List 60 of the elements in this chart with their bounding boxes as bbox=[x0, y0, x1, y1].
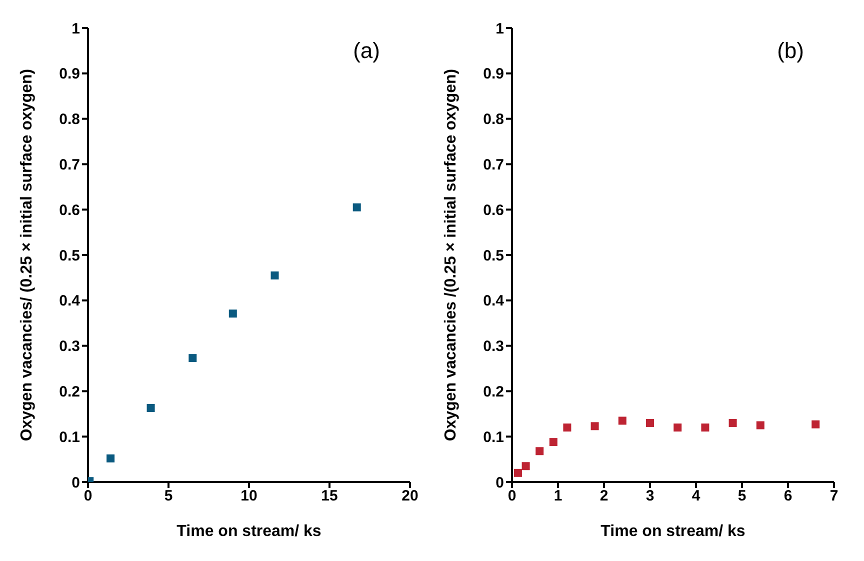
y-tick-label: 0.9 bbox=[59, 66, 80, 83]
y-tick-label: 0.6 bbox=[483, 202, 504, 219]
y-tick-label: 1 bbox=[496, 20, 504, 38]
y-tick-label: 0.5 bbox=[59, 247, 80, 264]
annotation: (b) bbox=[777, 38, 804, 63]
y-tick-label: 0.6 bbox=[59, 202, 80, 219]
point bbox=[106, 454, 115, 462]
x-tick-label: 7 bbox=[830, 488, 838, 505]
x-tick-label: 10 bbox=[240, 488, 258, 505]
y-tick-label: 0.7 bbox=[483, 156, 504, 174]
x-tick-label: 4 bbox=[692, 488, 701, 505]
x-tick-label: 3 bbox=[646, 488, 654, 505]
y-axis-title: Oxygen vacancies /(0.25 × initial surface oxygen) bbox=[442, 68, 460, 442]
annotation: (a) bbox=[353, 38, 380, 63]
x-tick-label: 2 bbox=[600, 488, 608, 505]
point bbox=[146, 404, 155, 412]
point bbox=[590, 422, 599, 430]
point bbox=[228, 310, 237, 318]
y-tick-label: 0.4 bbox=[59, 292, 81, 310]
x-tick-label: 15 bbox=[321, 488, 338, 505]
x-axis-title: Time on stream/ ks bbox=[176, 523, 322, 540]
point bbox=[536, 447, 544, 456]
y-tick-label: 0.7 bbox=[59, 156, 80, 174]
x-tick-label: 20 bbox=[402, 488, 418, 505]
y-tick-label: 0.2 bbox=[59, 384, 80, 401]
point bbox=[270, 271, 279, 280]
y-tick-label: 0.9 bbox=[483, 66, 504, 83]
y-tick-label: 0.1 bbox=[59, 428, 80, 446]
point bbox=[618, 416, 626, 425]
point bbox=[563, 424, 572, 432]
x-axis-title: Time on stream/ ks bbox=[600, 523, 746, 540]
x-tick-label: 1 bbox=[554, 488, 562, 505]
x-tick-label: 5 bbox=[164, 488, 173, 505]
y-tick-label: 0 bbox=[496, 474, 504, 492]
y-tick-label: 0.8 bbox=[59, 111, 80, 128]
y-tick-label: 0.8 bbox=[483, 111, 504, 128]
point bbox=[701, 424, 710, 432]
x-tick-label: 0 bbox=[84, 488, 92, 505]
point bbox=[812, 420, 820, 428]
point bbox=[646, 418, 654, 427]
y-tick-label: 0.1 bbox=[483, 428, 504, 446]
x-tick-label: 0 bbox=[508, 488, 516, 505]
y-tick-label: 0 bbox=[72, 474, 80, 492]
point bbox=[756, 421, 764, 430]
point bbox=[188, 354, 197, 362]
y-tick-label: 0.4 bbox=[483, 292, 505, 310]
x-tick-label: 5 bbox=[738, 488, 746, 505]
point bbox=[522, 462, 530, 470]
point bbox=[549, 438, 558, 446]
point bbox=[352, 203, 361, 212]
x-tick-label: 6 bbox=[784, 488, 792, 505]
y-tick-label: 0.5 bbox=[483, 247, 504, 264]
y-tick-label: 0.3 bbox=[59, 338, 80, 356]
point bbox=[674, 424, 682, 432]
point bbox=[728, 418, 737, 427]
y-tick-label: 0.2 bbox=[483, 384, 504, 401]
y-tick-label: 0.3 bbox=[483, 338, 504, 356]
point bbox=[514, 468, 522, 477]
y-axis-title: Oxygen vacancies/ (0.25 × initial surface oxygen) bbox=[18, 68, 36, 442]
y-tick-label: 1 bbox=[72, 20, 80, 38]
